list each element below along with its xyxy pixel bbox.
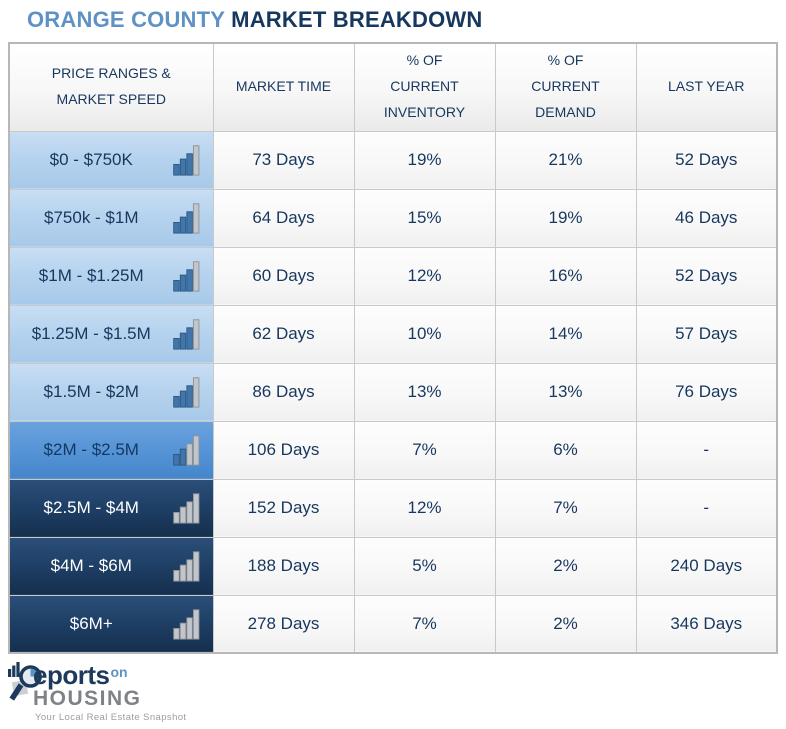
price-range-cell: $4M - $6M: [8, 536, 214, 596]
demand-cell: 21%: [494, 130, 637, 190]
price-range-cell: $1.25M - $1.5M: [8, 304, 214, 364]
inventory-cell: 12%: [353, 246, 496, 306]
table-row: $1M - $1.25M 60 Days 12% 16% 52 Days: [8, 246, 778, 306]
logo-tagline: Your Local Real Estate Snapshot: [35, 712, 187, 723]
inventory-cell: 13%: [353, 362, 496, 422]
price-range-cell: $2.5M - $4M: [8, 478, 214, 538]
bar-chart-icon: [172, 145, 199, 176]
price-range-cell: $0 - $750K: [8, 130, 214, 190]
price-range-label: $1.5M - $2M: [43, 382, 139, 401]
logo-on-text: on: [110, 664, 128, 680]
col-header-market-time: MARKET TIME: [212, 42, 355, 132]
bar-chart-icon: [172, 261, 199, 292]
price-range-label: $750k - $1M: [44, 208, 139, 227]
inventory-cell: 19%: [353, 130, 496, 190]
last-year-cell: 76 Days: [635, 362, 778, 422]
last-year-cell: 346 Days: [635, 594, 778, 654]
header-row: PRICE RANGES & MARKET SPEED MARKET TIME …: [8, 42, 778, 132]
last-year-cell: 52 Days: [635, 130, 778, 190]
page-title: ORANGE COUNTY MARKET BREAKDOWN: [27, 5, 786, 34]
table-row: $750k - $1M 64 Days 15% 19% 46 Days: [8, 188, 778, 248]
table-row: $1.5M - $2M 86 Days 13% 13% 76 Days: [8, 362, 778, 422]
demand-cell: 19%: [494, 188, 637, 248]
col-header-demand: % OF CURRENT DEMAND: [494, 42, 637, 132]
market-time-cell: 86 Days: [212, 362, 355, 422]
last-year-cell: -: [635, 420, 778, 480]
logo-housing-text: HOUSING: [33, 687, 142, 710]
col-header-last-year: LAST YEAR: [635, 42, 778, 132]
price-range-cell: $750k - $1M: [8, 188, 214, 248]
inventory-cell: 15%: [353, 188, 496, 248]
bar-chart-icon: [172, 493, 199, 524]
bar-chart-icon: [172, 319, 199, 350]
bar-chart-icon: [172, 435, 199, 466]
price-range-label: $1M - $1.25M: [38, 266, 144, 285]
demand-cell: 2%: [494, 536, 637, 596]
price-range-cell: $1.5M - $2M: [8, 362, 214, 422]
bar-chart-icon: [172, 609, 199, 640]
logo-reports-text: eports: [33, 660, 110, 690]
last-year-cell: 46 Days: [635, 188, 778, 248]
market-time-cell: 106 Days: [212, 420, 355, 480]
bar-chart-icon: [172, 203, 199, 234]
market-breakdown-table: PRICE RANGES & MARKET SPEED MARKET TIME …: [8, 42, 778, 654]
table-row: $4M - $6M 188 Days 5% 2% 240 Days: [8, 536, 778, 596]
price-range-label: $1.25M - $1.5M: [31, 324, 151, 343]
inventory-cell: 12%: [353, 478, 496, 538]
price-range-cell: $2M - $2.5M: [8, 420, 214, 480]
price-range-label: $4M - $6M: [50, 556, 132, 575]
inventory-cell: 7%: [353, 420, 496, 480]
col-header-price-ranges: PRICE RANGES & MARKET SPEED: [8, 42, 214, 132]
last-year-cell: 240 Days: [635, 536, 778, 596]
market-time-cell: 152 Days: [212, 478, 355, 538]
market-time-cell: 60 Days: [212, 246, 355, 306]
title-county: ORANGE COUNTY: [27, 7, 226, 32]
demand-cell: 16%: [494, 246, 637, 306]
magnifier-chart-logo-icon: [8, 662, 42, 701]
table-row: $6M+ 278 Days 7% 2% 346 Days: [8, 594, 778, 654]
logo-top-line: eports on: [8, 660, 186, 701]
table-row: $2.5M - $4M 152 Days 12% 7% -: [8, 478, 778, 538]
title-market: MARKET BREAKDOWN: [231, 7, 483, 32]
demand-cell: 14%: [494, 304, 637, 364]
market-time-cell: 64 Days: [212, 188, 355, 248]
market-time-cell: 73 Days: [212, 130, 355, 190]
inventory-cell: 7%: [353, 594, 496, 654]
last-year-cell: 52 Days: [635, 246, 778, 306]
market-time-cell: 62 Days: [212, 304, 355, 364]
reports-on-housing-logo: eports on HOUSING Your Local Real Estate…: [8, 661, 186, 723]
price-range-label: $6M+: [69, 613, 113, 633]
table-row: $0 - $750K 73 Days 19% 21% 52 Days: [8, 130, 778, 190]
demand-cell: 7%: [494, 478, 637, 538]
bar-chart-icon: [172, 377, 199, 408]
last-year-cell: 57 Days: [635, 304, 778, 364]
price-range-label: $0 - $750K: [49, 150, 133, 169]
inventory-cell: 10%: [353, 304, 496, 364]
price-range-label: $2.5M - $4M: [43, 498, 139, 517]
market-time-cell: 188 Days: [212, 536, 355, 596]
demand-cell: 2%: [494, 594, 637, 654]
last-year-cell: -: [635, 478, 778, 538]
price-range-cell: $1M - $1.25M: [8, 246, 214, 306]
bar-chart-icon: [172, 551, 199, 582]
demand-cell: 13%: [494, 362, 637, 422]
col-header-inventory: % OF CURRENT INVENTORY: [353, 42, 496, 132]
inventory-cell: 5%: [353, 536, 496, 596]
table-row: $2M - $2.5M 106 Days 7% 6% -: [8, 420, 778, 480]
table-row: $1.25M - $1.5M 62 Days 10% 14% 57 Days: [8, 304, 778, 364]
price-range-cell: $6M+: [8, 594, 214, 654]
table-body: $0 - $750K 73 Days 19% 21% 52 Days $750k - $1…: [8, 130, 778, 654]
market-time-cell: 278 Days: [212, 594, 355, 654]
demand-cell: 6%: [494, 420, 637, 480]
price-range-label: $2M - $2.5M: [43, 440, 139, 459]
